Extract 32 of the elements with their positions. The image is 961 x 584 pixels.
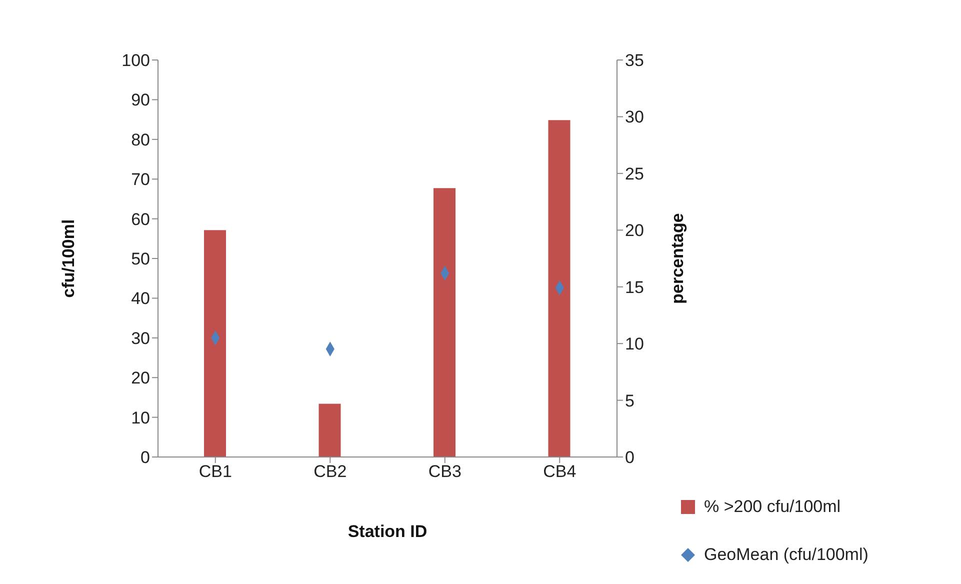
y2-tick-label: 15 [625, 278, 644, 297]
y2-tick-label: 0 [625, 448, 634, 468]
bar [318, 404, 341, 457]
x-tick-label: CB4 [543, 462, 576, 482]
legend-label: % >200 cfu/100ml [704, 497, 841, 517]
y2-tick-label: 30 [625, 108, 644, 127]
x-tick-label: CB3 [428, 462, 462, 482]
x-axis-title: Station ID [348, 522, 428, 541]
y-tick-label: 10 [131, 408, 150, 428]
y2-tick-label: 10 [625, 334, 644, 354]
y2-tick-label: 5 [625, 391, 634, 410]
y-tick-label: 60 [131, 210, 150, 229]
y-tick-label: 0 [140, 448, 150, 468]
x-tick-label: CB2 [314, 462, 347, 482]
y2-tick-label: 25 [625, 164, 644, 184]
y2-axis-title: percentage [668, 213, 688, 304]
bar [434, 188, 456, 457]
y-tick-label: 90 [131, 90, 150, 110]
y-tick-label: 100 [122, 51, 150, 70]
legend-label: GeoMean (cfu/100ml) [704, 545, 868, 565]
y-tick-label: 70 [131, 170, 150, 190]
y-tick-label: 30 [131, 328, 150, 348]
y-tick-label: 80 [131, 130, 150, 150]
bar [548, 120, 570, 457]
y2-tick-label: 35 [625, 51, 644, 70]
bar [204, 230, 226, 457]
y2-tick-label: 20 [625, 221, 644, 240]
y-tick-label: 50 [131, 250, 150, 269]
y-tick-label: 40 [131, 289, 150, 308]
x-tick-label: CB1 [198, 462, 232, 482]
y-tick-label: 20 [131, 368, 150, 388]
y-axis-title: cfu/100ml [59, 219, 78, 298]
